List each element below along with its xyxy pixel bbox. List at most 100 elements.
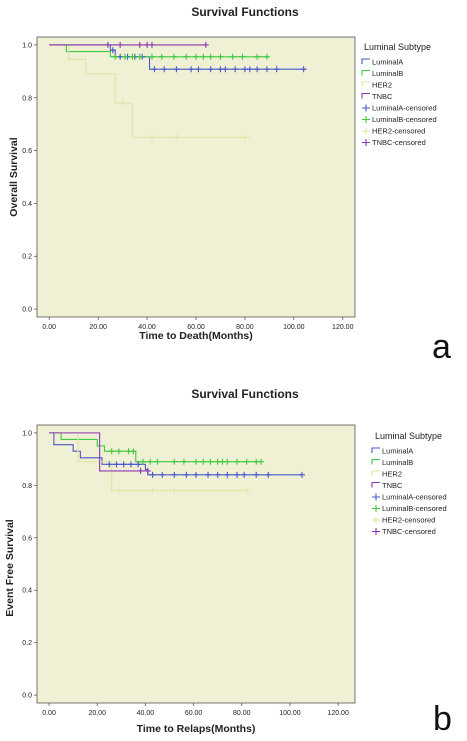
- chart-a-legend-title: Luminal Subtype: [364, 42, 431, 52]
- chart-a-censor-mark-luminalb: [254, 53, 261, 60]
- chart-b-y-tick-label: 0.4: [22, 588, 32, 595]
- chart-b-y-tick-label: 0.6: [22, 535, 32, 542]
- panel-label-b: b: [433, 700, 452, 738]
- chart-b-censor-mark-luminala: [205, 471, 212, 478]
- chart-b-legend-item: LuminalA-censored: [382, 493, 447, 502]
- chart-b-censor-mark-luminalb: [200, 458, 207, 465]
- chart-a-curves: [49, 44, 307, 138]
- chart-a-legend-swatch: [362, 116, 370, 123]
- chart-a-x-tick-label: 60.00: [187, 324, 205, 331]
- chart-b-legend-swatch: [372, 493, 380, 501]
- chart-a-legend-item: LuminalB-censored: [372, 115, 437, 124]
- chart-b-censor-mark-luminala: [214, 471, 221, 478]
- chart-a-censor-mark-luminalb: [129, 53, 136, 60]
- chart-b-censor-mark-luminalb: [258, 458, 265, 465]
- chart-b-censor-mark-luminalb: [243, 458, 250, 465]
- chart-b-censor-mark-luminala: [299, 471, 305, 478]
- chart-a-censor-mark-luminalb: [263, 53, 270, 60]
- chart-b-title: Survival Functions: [191, 387, 299, 401]
- chart-a-censor-mark-tnbc: [117, 41, 124, 48]
- chart-a-censor-mark-luminala: [151, 66, 158, 73]
- chart-b-censor-mark-luminala: [149, 471, 156, 478]
- chart-b-legend-item: TNBC-censored: [382, 527, 436, 536]
- chart-a-censor-mark-luminalb: [207, 53, 214, 60]
- chart-a-censor-mark-luminala: [195, 66, 202, 73]
- chart-b-censor-mark-her2: [115, 487, 122, 494]
- chart-b-censor-mark-luminala: [265, 471, 272, 478]
- chart-a-censor-mark-luminala: [300, 66, 307, 73]
- chart-a-censor-mark-luminala: [188, 66, 195, 73]
- chart-b-censor-mark-luminalb: [147, 458, 154, 465]
- chart-b-legend-swatch: [371, 481, 380, 488]
- panel-label-a: a: [432, 328, 451, 366]
- chart-b-legend-swatch: [371, 470, 380, 476]
- chart-a-censor-mark-luminala: [254, 66, 261, 73]
- chart-a-censor-mark-luminala: [246, 66, 253, 73]
- chart-b-x-tick-label: 80.00: [233, 710, 251, 717]
- chart-b-censor-marks: [106, 448, 305, 494]
- chart-b-legend-swatch: [372, 516, 380, 524]
- chart-b-censor-mark-her2: [149, 487, 156, 494]
- chart-b-x-tick-label: 100.00: [279, 710, 301, 717]
- panel-a: Survival Functions 0.00 20.00 40.00 60.00 80…: [8, 5, 451, 366]
- chart-b-series-luminalb-curve: [49, 432, 262, 463]
- chart-b-censor-mark-luminala: [224, 471, 231, 478]
- chart-b-censor-mark-luminalb: [207, 458, 214, 465]
- chart-a-legend-item: TNBC-censored: [372, 138, 426, 147]
- chart-b-y-tick-label: 0.0: [22, 693, 32, 700]
- chart-a-x-tick-label: 0.00: [42, 324, 56, 331]
- chart-a-series-her2-curve: [49, 44, 250, 138]
- chart-b-legend-item: HER2: [382, 470, 402, 479]
- chart-a-y-tick-label: 0.4: [22, 201, 32, 208]
- chart-a-censor-mark-tnbc: [136, 41, 143, 48]
- chart-b-x-axis-label: Time to Relaps(Months): [137, 723, 256, 735]
- chart-a-censor-mark-luminalb: [239, 53, 246, 60]
- chart-b-censor-mark-luminala: [106, 461, 113, 468]
- chart-b-x-tick-label: 40.00: [137, 710, 155, 717]
- chart-b-censor-mark-luminalb: [154, 458, 161, 465]
- chart-b-censor-mark-luminalb: [224, 458, 231, 465]
- chart-b-censor-mark-luminala: [127, 461, 134, 468]
- chart-a-y-tick-label: 0.6: [22, 148, 32, 155]
- chart-a-censor-mark-her2: [119, 100, 126, 107]
- chart-a-legend-item: LuminalB: [372, 69, 403, 78]
- chart-a-legend-item: TNBC: [372, 92, 393, 101]
- chart-b-censor-mark-tnbc: [144, 467, 151, 474]
- chart-a-legend: Luminal Subtype LuminalA LuminalB HER2 TNBC…: [361, 42, 437, 147]
- chart-b-censor-mark-tnbc: [137, 467, 144, 474]
- chart-a-censor-mark-luminalb: [136, 53, 143, 60]
- chart-a-censor-mark-luminalb: [200, 53, 207, 60]
- chart-b-legend: Luminal Subtype LuminalA LuminalB HER2 TNBC…: [371, 431, 447, 536]
- chart-a-y-tick-label: 0.2: [22, 254, 32, 261]
- chart-a-x-tick-label: 80.00: [236, 324, 254, 331]
- chart-b-censor-mark-luminalb: [180, 458, 187, 465]
- chart-b-censor-mark-luminalb: [108, 448, 115, 455]
- chart-a-censor-mark-luminalb: [183, 53, 190, 60]
- chart-a-x-tick-label: 100.00: [283, 324, 305, 331]
- chart-b-censor-mark-luminala: [120, 461, 127, 468]
- chart-a-series-luminala-curve: [49, 44, 307, 70]
- chart-a-censor-mark-luminalb: [217, 53, 224, 60]
- chart-b-legend-item: LuminalB: [382, 458, 413, 467]
- chart-a-legend-item: LuminalA-censored: [372, 104, 437, 113]
- chart-a-censor-mark-her2: [148, 134, 155, 141]
- chart-a-x-tick-label: 120.00: [332, 324, 354, 331]
- chart-a-censor-mark-luminala: [161, 66, 168, 73]
- chart-a-legend-swatch: [361, 58, 370, 64]
- chart-b-censor-mark-luminalb: [233, 458, 240, 465]
- chart-b-legend-swatch: [371, 447, 380, 453]
- chart-a-ticks: 0.00 20.00 40.00 60.00 80.00 100.00 120.00 0.0 0…: [22, 42, 353, 331]
- chart-a-title: Survival Functions: [191, 5, 299, 19]
- chart-b-censor-mark-luminala: [241, 471, 248, 478]
- chart-a-censor-mark-her2: [173, 134, 180, 141]
- chart-a-censor-mark-luminalb: [170, 53, 177, 60]
- chart-b-censor-mark-luminala: [135, 461, 142, 468]
- chart-a-legend-swatch: [362, 104, 370, 112]
- chart-b-legend-swatch: [371, 458, 380, 465]
- chart-b-censor-mark-her2: [171, 487, 178, 494]
- chart-a-censor-mark-her2: [241, 134, 248, 141]
- chart-b-censor-mark-luminala: [233, 471, 240, 478]
- chart-a-legend-item: HER2: [372, 81, 392, 90]
